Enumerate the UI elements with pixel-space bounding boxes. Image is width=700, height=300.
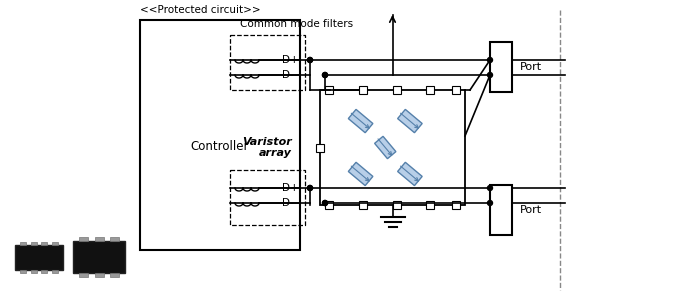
- Bar: [110, 273, 119, 277]
- Bar: [52, 242, 58, 245]
- Circle shape: [487, 73, 493, 77]
- Circle shape: [487, 185, 493, 190]
- Polygon shape: [349, 110, 373, 133]
- Bar: [41, 242, 48, 245]
- Circle shape: [307, 58, 312, 62]
- Text: Common mode filters: Common mode filters: [240, 19, 353, 29]
- Bar: [94, 273, 104, 277]
- Bar: [490, 185, 512, 235]
- Bar: [230, 35, 305, 90]
- Text: Controller: Controller: [190, 140, 249, 153]
- Text: D-: D-: [282, 70, 294, 80]
- Bar: [94, 237, 104, 241]
- Bar: [52, 270, 58, 273]
- Circle shape: [307, 185, 312, 190]
- Circle shape: [307, 58, 312, 62]
- Bar: [20, 270, 26, 273]
- Bar: [73, 241, 125, 273]
- Circle shape: [307, 185, 312, 190]
- Text: Varistor
array: Varistor array: [242, 137, 292, 158]
- Text: D+: D+: [282, 55, 299, 65]
- Bar: [325, 86, 333, 94]
- Bar: [230, 170, 305, 225]
- Circle shape: [323, 73, 328, 77]
- Bar: [15, 245, 63, 270]
- Polygon shape: [374, 136, 396, 159]
- Bar: [31, 242, 36, 245]
- Circle shape: [323, 200, 328, 206]
- Bar: [79, 237, 88, 241]
- Text: D-: D-: [282, 198, 294, 208]
- Circle shape: [323, 200, 328, 206]
- Bar: [316, 143, 324, 152]
- Bar: [359, 86, 367, 94]
- Bar: [41, 270, 48, 273]
- Circle shape: [487, 58, 493, 62]
- Bar: [490, 42, 512, 92]
- Bar: [393, 201, 400, 209]
- Bar: [426, 201, 434, 209]
- Bar: [452, 86, 460, 94]
- Polygon shape: [349, 162, 373, 186]
- Bar: [452, 201, 460, 209]
- Bar: [325, 201, 333, 209]
- Text: Port: Port: [520, 205, 542, 215]
- Bar: [110, 237, 119, 241]
- Text: <<Protected circuit>>: <<Protected circuit>>: [140, 5, 260, 15]
- Bar: [359, 201, 367, 209]
- Bar: [426, 86, 434, 94]
- Bar: [140, 20, 300, 250]
- Text: Port: Port: [520, 62, 542, 72]
- Polygon shape: [398, 162, 422, 186]
- Circle shape: [323, 73, 328, 77]
- Bar: [320, 90, 465, 205]
- Bar: [20, 242, 26, 245]
- Bar: [79, 273, 88, 277]
- Polygon shape: [398, 110, 422, 133]
- Text: D+: D+: [282, 183, 299, 193]
- Bar: [393, 86, 400, 94]
- Circle shape: [487, 200, 493, 206]
- Bar: [31, 270, 36, 273]
